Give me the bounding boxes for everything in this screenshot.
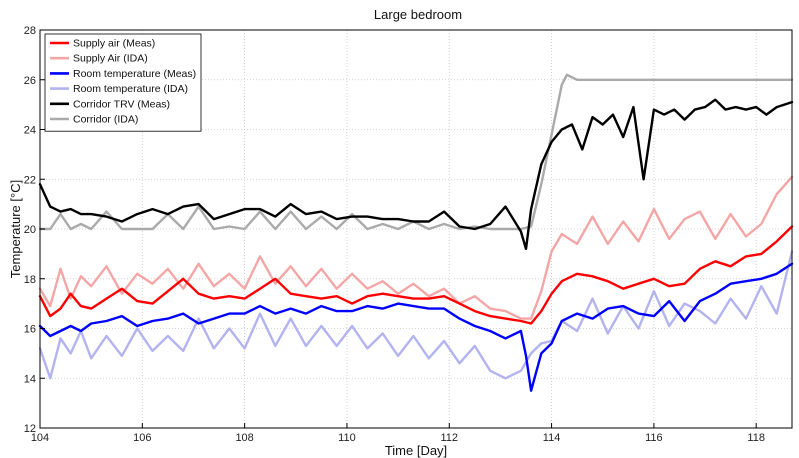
series-line-supply-air-ida bbox=[38, 175, 794, 320]
legend-entry: Room temperature (Meas) bbox=[73, 68, 196, 80]
legend-entry: Supply air (Meas) bbox=[73, 38, 155, 50]
y-tick-label: 28 bbox=[24, 25, 36, 37]
y-tick-label: 26 bbox=[24, 75, 36, 87]
y-tick-label: 14 bbox=[24, 373, 36, 385]
x-tick-label: 106 bbox=[133, 432, 151, 444]
series-layer bbox=[38, 73, 794, 392]
legend-box bbox=[44, 33, 202, 132]
y-axis-ticks: 12 14 16 18 20 22 24 26 28 bbox=[24, 25, 45, 435]
y-tick-label: 16 bbox=[24, 324, 36, 336]
x-axis-ticks: 104 106 108 110 112 114 116 118 bbox=[31, 423, 765, 444]
legend: Supply air (Meas) Supply Air (IDA) Room te… bbox=[44, 33, 202, 132]
x-tick-label: 104 bbox=[31, 432, 49, 444]
x-tick-label: 112 bbox=[440, 432, 458, 444]
y-tick-label: 12 bbox=[24, 423, 36, 435]
y-tick-label: 24 bbox=[24, 125, 36, 137]
x-axis-label: Time [Day] bbox=[385, 443, 447, 458]
legend-entry: Corridor TRV (Meas) bbox=[73, 98, 170, 110]
y-tick-label: 20 bbox=[24, 224, 36, 236]
chart-title: Large bedroom bbox=[374, 7, 462, 22]
x-tick-label: 118 bbox=[747, 432, 765, 444]
series-line-supply-air-meas bbox=[38, 225, 794, 325]
series-line-corridor-trv-meas bbox=[38, 98, 794, 251]
x-tick-label: 116 bbox=[645, 432, 663, 444]
legend-entry: Supply Air (IDA) bbox=[73, 53, 148, 65]
x-tick-label: 114 bbox=[543, 432, 561, 444]
y-axis-label: Temperature [°C] bbox=[8, 180, 23, 278]
y-tick-label: 22 bbox=[24, 174, 36, 186]
legend-entry: Room temperature (IDA) bbox=[73, 83, 188, 95]
x-tick-label: 108 bbox=[235, 432, 253, 444]
x-tick-label: 110 bbox=[338, 432, 356, 444]
legend-entry: Corridor (IDA) bbox=[73, 114, 138, 126]
series-line-corridor-ida bbox=[38, 73, 794, 231]
y-tick-label: 18 bbox=[24, 274, 36, 286]
series-line-room-temperature-ida bbox=[38, 250, 794, 380]
series-line-room-temperature-meas bbox=[38, 262, 794, 392]
